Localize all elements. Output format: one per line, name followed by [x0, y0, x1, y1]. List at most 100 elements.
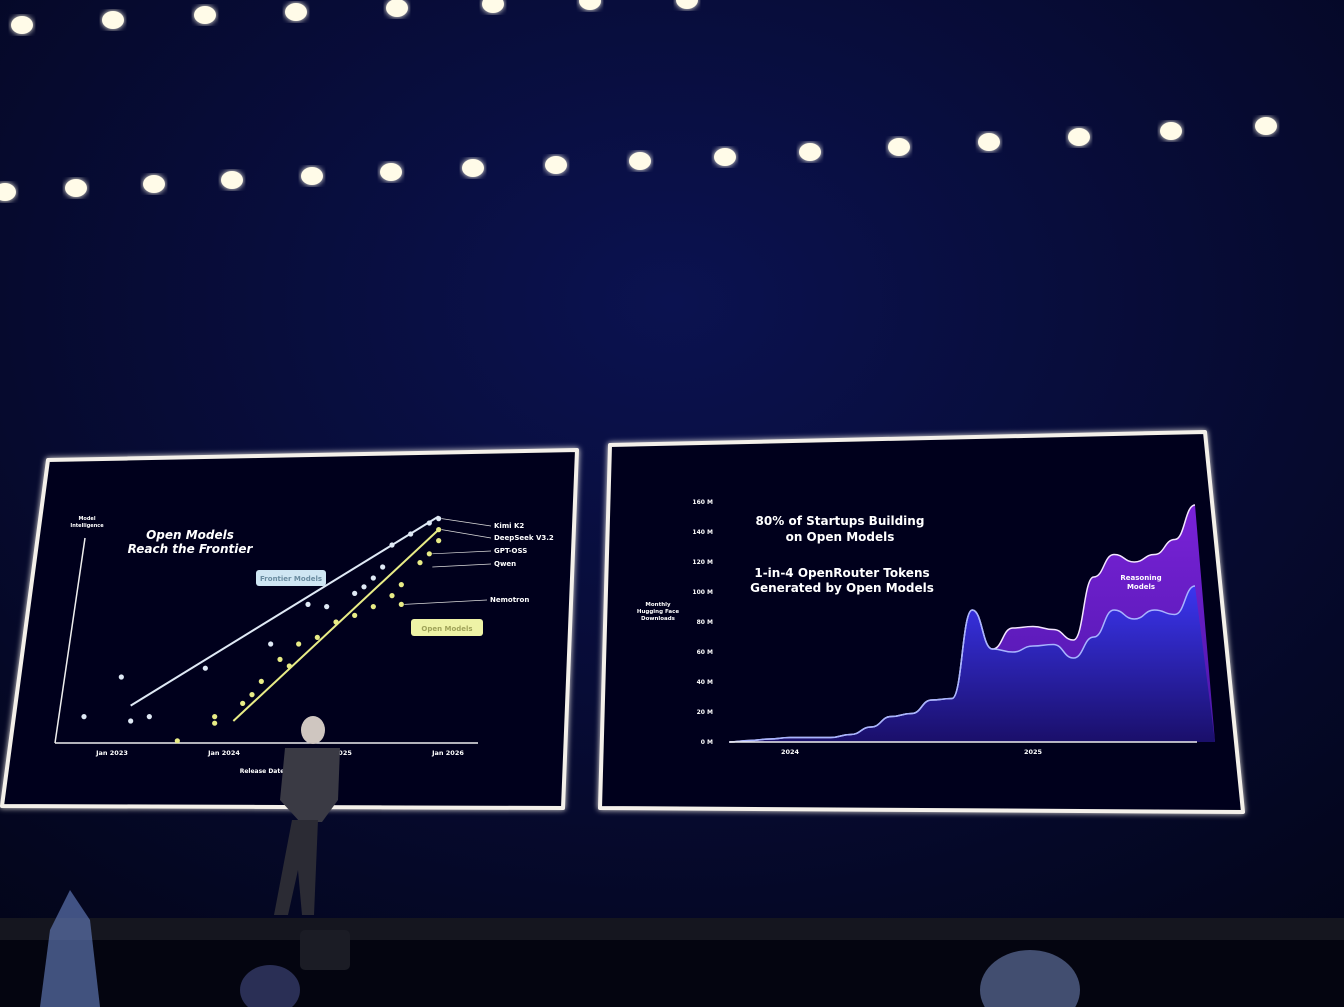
frontier-model-point	[324, 604, 330, 610]
ceiling-light	[1160, 122, 1182, 140]
right-y-label-1: Monthly	[645, 602, 671, 608]
y-tick-label: 20 M	[697, 709, 713, 716]
ceiling-light	[888, 138, 910, 156]
base-downloads-area	[729, 586, 1215, 742]
left-screen-border	[0, 448, 579, 810]
ceiling-light	[1255, 117, 1277, 135]
y-tick-label: 0 M	[701, 739, 713, 746]
right-y-label-3: Downloads	[641, 616, 676, 622]
x-axis-label: Release Date	[240, 768, 285, 775]
y-tick-label: 120 M	[692, 559, 713, 566]
model-annotation: Nemotron	[490, 596, 529, 604]
frontier-model-point	[305, 601, 311, 608]
right-y-label-2: Hugging Face	[637, 609, 679, 615]
reasoning-label-2: Models	[1127, 583, 1155, 591]
ceiling-light	[285, 3, 307, 21]
frontier-model-point	[389, 542, 395, 548]
y-tick-label: 100 M	[692, 589, 713, 596]
open-model-point	[212, 714, 218, 720]
frontier-model-point	[426, 520, 432, 526]
frontier-model-point	[81, 714, 87, 720]
ceiling-light	[11, 16, 33, 34]
frontier-model-point	[436, 516, 442, 522]
right-screen: 0 M 20 M 40 M 60 M 80 M 100 M 120 M 140 M 160 M 2…	[598, 430, 1245, 814]
ceiling-light	[462, 159, 484, 177]
frontier-model-point	[408, 531, 414, 537]
open-badge-label: Open Models	[421, 625, 472, 633]
open-model-point	[277, 656, 283, 663]
y-tick-label: 140 M	[692, 529, 713, 536]
y-tick-label: 160 M	[692, 499, 713, 506]
presenter	[274, 716, 340, 915]
frontier-badge-label: Frontier Models	[260, 575, 322, 583]
ceiling-light	[545, 156, 567, 174]
y-tick-label: 80 M	[697, 619, 713, 626]
open-model-point	[436, 527, 442, 533]
ceiling-light	[301, 167, 323, 185]
open-model-point	[240, 700, 246, 707]
open-model-point	[436, 538, 442, 544]
x-tick-label: Jan 2026	[431, 749, 464, 757]
frontier-model-point	[268, 641, 274, 647]
ceiling-lights	[0, 0, 1277, 201]
left-title-line1: Open Models	[146, 528, 234, 542]
right-headline-3: 1-in-4 OpenRouter Tokens	[754, 566, 929, 580]
frontier-model-point	[361, 584, 367, 590]
model-annotation: GPT-OSS	[494, 547, 527, 555]
right-headline-2: on Open Models	[786, 530, 895, 544]
ceiling-light	[978, 133, 1000, 151]
open-model-point	[314, 634, 320, 641]
ceiling-light	[676, 0, 698, 9]
open-trend-line	[232, 528, 440, 722]
x-tick-label: Jan 2023	[95, 749, 128, 757]
frontier-model-point	[128, 718, 134, 724]
left-title-line2: Reach the Frontier	[128, 542, 254, 556]
ceiling-light	[482, 0, 504, 13]
right-headline-4: Generated by Open Models	[750, 581, 934, 595]
y-tick-label: 40 M	[697, 679, 713, 686]
ceiling-light	[714, 148, 736, 166]
annotation-leader	[432, 550, 492, 555]
ceiling-light	[799, 143, 821, 161]
frontier-badge	[256, 570, 326, 586]
frontier-model-point	[352, 590, 358, 597]
frontier-trend-line	[130, 515, 440, 707]
ceiling-light	[143, 175, 165, 193]
area-chart: 0 M 20 M 40 M 60 M 80 M 100 M 120 M 140 M 160 M 2…	[692, 499, 1215, 756]
open-model-point	[212, 720, 218, 726]
ceiling-light	[0, 183, 16, 201]
x-tick-label: 2024	[781, 748, 800, 756]
annotation-leader	[441, 518, 492, 527]
open-model-point	[370, 604, 376, 610]
x-tick-label: Jan 2024	[207, 749, 240, 757]
ceiling-light	[386, 0, 408, 17]
stage-edge	[0, 918, 1344, 942]
camera	[300, 930, 350, 970]
frontier-model-point	[370, 575, 376, 581]
ceiling-light	[380, 163, 402, 181]
open-model-point	[249, 692, 255, 698]
annotation-leader	[404, 599, 488, 605]
model-annotation: Qwen	[494, 560, 516, 568]
open-model-point	[352, 612, 358, 619]
open-model-point	[417, 560, 423, 566]
ceiling-light	[65, 179, 87, 197]
open-model-point	[333, 619, 339, 625]
frontier-model-point	[202, 665, 208, 671]
ceiling-light	[1068, 128, 1090, 146]
ceiling-light	[579, 0, 601, 10]
open-model-point	[174, 738, 180, 744]
frontier-model-point	[380, 564, 386, 570]
y-tick-label: 60 M	[697, 649, 713, 656]
open-model-point	[426, 551, 432, 557]
annotation-leader	[441, 529, 492, 539]
ceiling-light	[221, 171, 243, 189]
x-tick-label: 2025	[1024, 748, 1043, 756]
open-badge	[411, 619, 483, 636]
y-axis	[54, 537, 86, 744]
frontier-model-point	[118, 674, 124, 680]
open-model-point	[398, 601, 404, 608]
ceiling-light	[102, 11, 124, 29]
